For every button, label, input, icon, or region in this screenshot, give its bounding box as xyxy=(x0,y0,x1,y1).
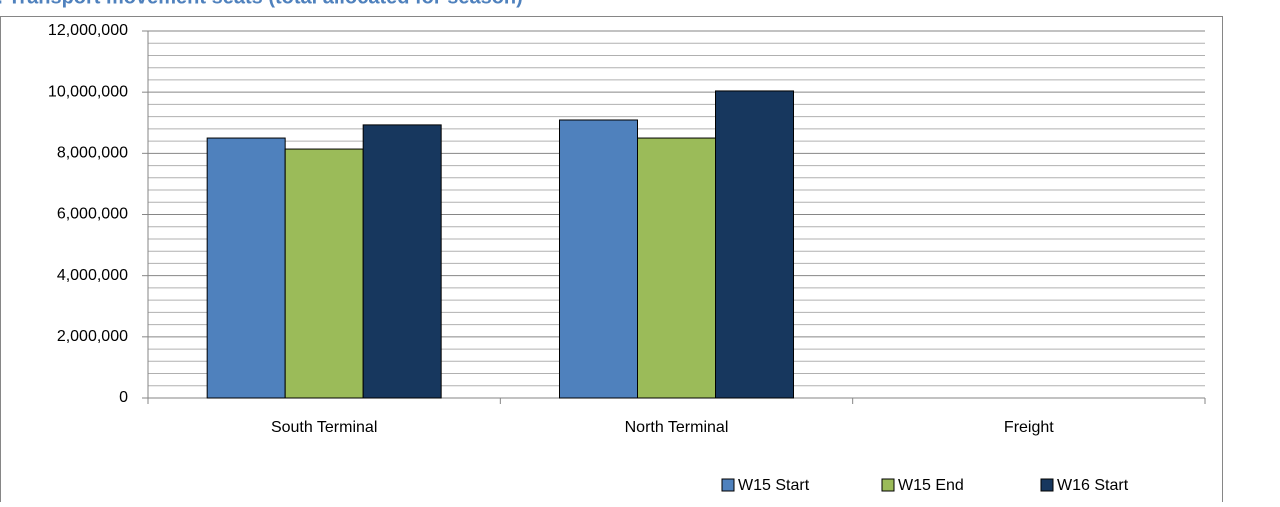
y-tick-label: 10,000,000 xyxy=(48,83,128,100)
legend-label: W16 Start xyxy=(1057,477,1129,494)
legend-swatch xyxy=(881,478,895,492)
legend-label: W15 Start xyxy=(738,477,810,494)
bar xyxy=(637,137,716,399)
y-tick-label: 8,000,000 xyxy=(57,145,128,162)
x-tick-label: Freight xyxy=(1004,419,1054,436)
x-tick-label: North Terminal xyxy=(625,419,729,436)
y-tick-label: 12,000,000 xyxy=(48,22,128,39)
title-background xyxy=(0,0,800,16)
legend-label: W15 End xyxy=(898,477,964,494)
legend-swatch xyxy=(1040,478,1054,492)
y-tick-label: 4,000,000 xyxy=(57,267,128,284)
bar xyxy=(715,90,794,399)
x-tick-label: South Terminal xyxy=(271,419,377,436)
bar xyxy=(559,119,638,399)
chart-title: ii. Transport movement seats (total allo… xyxy=(0,0,523,8)
bar xyxy=(206,137,286,399)
y-tick-label: 6,000,000 xyxy=(57,206,128,223)
legend-swatch xyxy=(721,478,735,492)
y-tick-label: 0 xyxy=(119,389,128,406)
bar xyxy=(362,124,442,399)
bar xyxy=(284,148,364,399)
y-tick-label: 2,000,000 xyxy=(57,328,128,345)
